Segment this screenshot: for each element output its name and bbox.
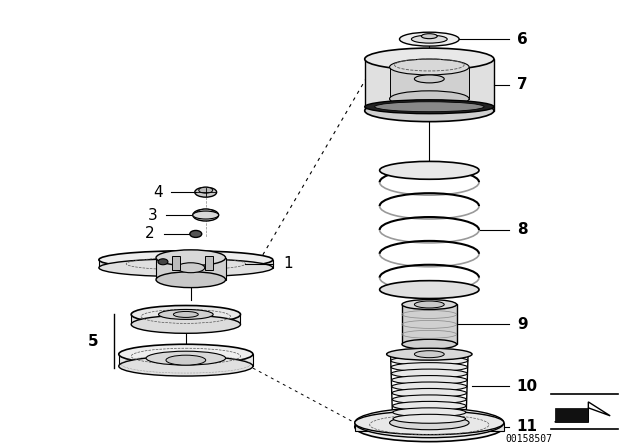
Ellipse shape — [177, 263, 205, 273]
Ellipse shape — [355, 411, 504, 435]
Polygon shape — [554, 408, 588, 422]
Ellipse shape — [99, 251, 273, 269]
Ellipse shape — [365, 100, 494, 114]
Ellipse shape — [390, 416, 469, 430]
Ellipse shape — [380, 280, 479, 298]
Ellipse shape — [173, 311, 198, 318]
Bar — [390, 67, 469, 99]
Ellipse shape — [119, 356, 253, 376]
Ellipse shape — [156, 271, 225, 288]
Ellipse shape — [355, 408, 504, 438]
Ellipse shape — [196, 209, 214, 217]
Ellipse shape — [166, 355, 205, 365]
Ellipse shape — [190, 230, 202, 237]
Ellipse shape — [365, 100, 494, 122]
Text: 2: 2 — [145, 226, 154, 241]
Ellipse shape — [415, 301, 444, 308]
Ellipse shape — [390, 59, 469, 75]
Text: 10: 10 — [516, 379, 538, 394]
Ellipse shape — [195, 187, 217, 197]
Text: 5: 5 — [88, 334, 99, 349]
Ellipse shape — [390, 350, 468, 359]
Ellipse shape — [392, 375, 467, 384]
Ellipse shape — [374, 102, 484, 112]
Text: 7: 7 — [516, 78, 527, 92]
Ellipse shape — [391, 369, 467, 378]
Ellipse shape — [390, 91, 469, 107]
Text: 9: 9 — [516, 317, 527, 332]
Ellipse shape — [131, 315, 241, 333]
Ellipse shape — [392, 401, 466, 410]
Ellipse shape — [193, 209, 219, 221]
Ellipse shape — [392, 388, 467, 397]
Text: 11: 11 — [516, 419, 538, 434]
Ellipse shape — [380, 161, 479, 179]
Ellipse shape — [131, 306, 241, 323]
Ellipse shape — [158, 259, 168, 265]
Text: 6: 6 — [516, 32, 527, 47]
Ellipse shape — [399, 32, 459, 46]
Text: 4: 4 — [154, 185, 163, 200]
Bar — [99, 260, 273, 268]
Ellipse shape — [156, 250, 225, 266]
Ellipse shape — [146, 351, 225, 365]
Ellipse shape — [415, 351, 444, 358]
Text: 3: 3 — [148, 207, 158, 223]
Ellipse shape — [415, 414, 444, 420]
Text: 8: 8 — [516, 223, 527, 237]
Ellipse shape — [199, 187, 212, 193]
Ellipse shape — [393, 408, 466, 417]
Bar — [365, 59, 494, 111]
Text: 1: 1 — [284, 256, 293, 271]
Text: 00158507: 00158507 — [505, 434, 552, 444]
Bar — [402, 305, 457, 344]
Ellipse shape — [421, 34, 437, 39]
Ellipse shape — [391, 356, 468, 365]
Bar — [156, 258, 225, 280]
Ellipse shape — [415, 75, 444, 83]
Bar — [119, 354, 253, 366]
Bar — [205, 256, 212, 270]
Ellipse shape — [193, 211, 219, 219]
Bar — [355, 423, 504, 431]
Ellipse shape — [393, 414, 465, 423]
Ellipse shape — [355, 412, 504, 442]
Ellipse shape — [392, 395, 467, 404]
Bar — [131, 314, 241, 324]
Ellipse shape — [402, 300, 457, 310]
Ellipse shape — [387, 348, 472, 360]
Bar — [172, 256, 180, 270]
Ellipse shape — [159, 310, 213, 319]
Ellipse shape — [402, 339, 457, 349]
Ellipse shape — [119, 344, 253, 364]
Ellipse shape — [392, 382, 467, 391]
Ellipse shape — [99, 259, 273, 277]
Ellipse shape — [391, 362, 468, 371]
Ellipse shape — [412, 35, 447, 43]
Ellipse shape — [365, 48, 494, 70]
